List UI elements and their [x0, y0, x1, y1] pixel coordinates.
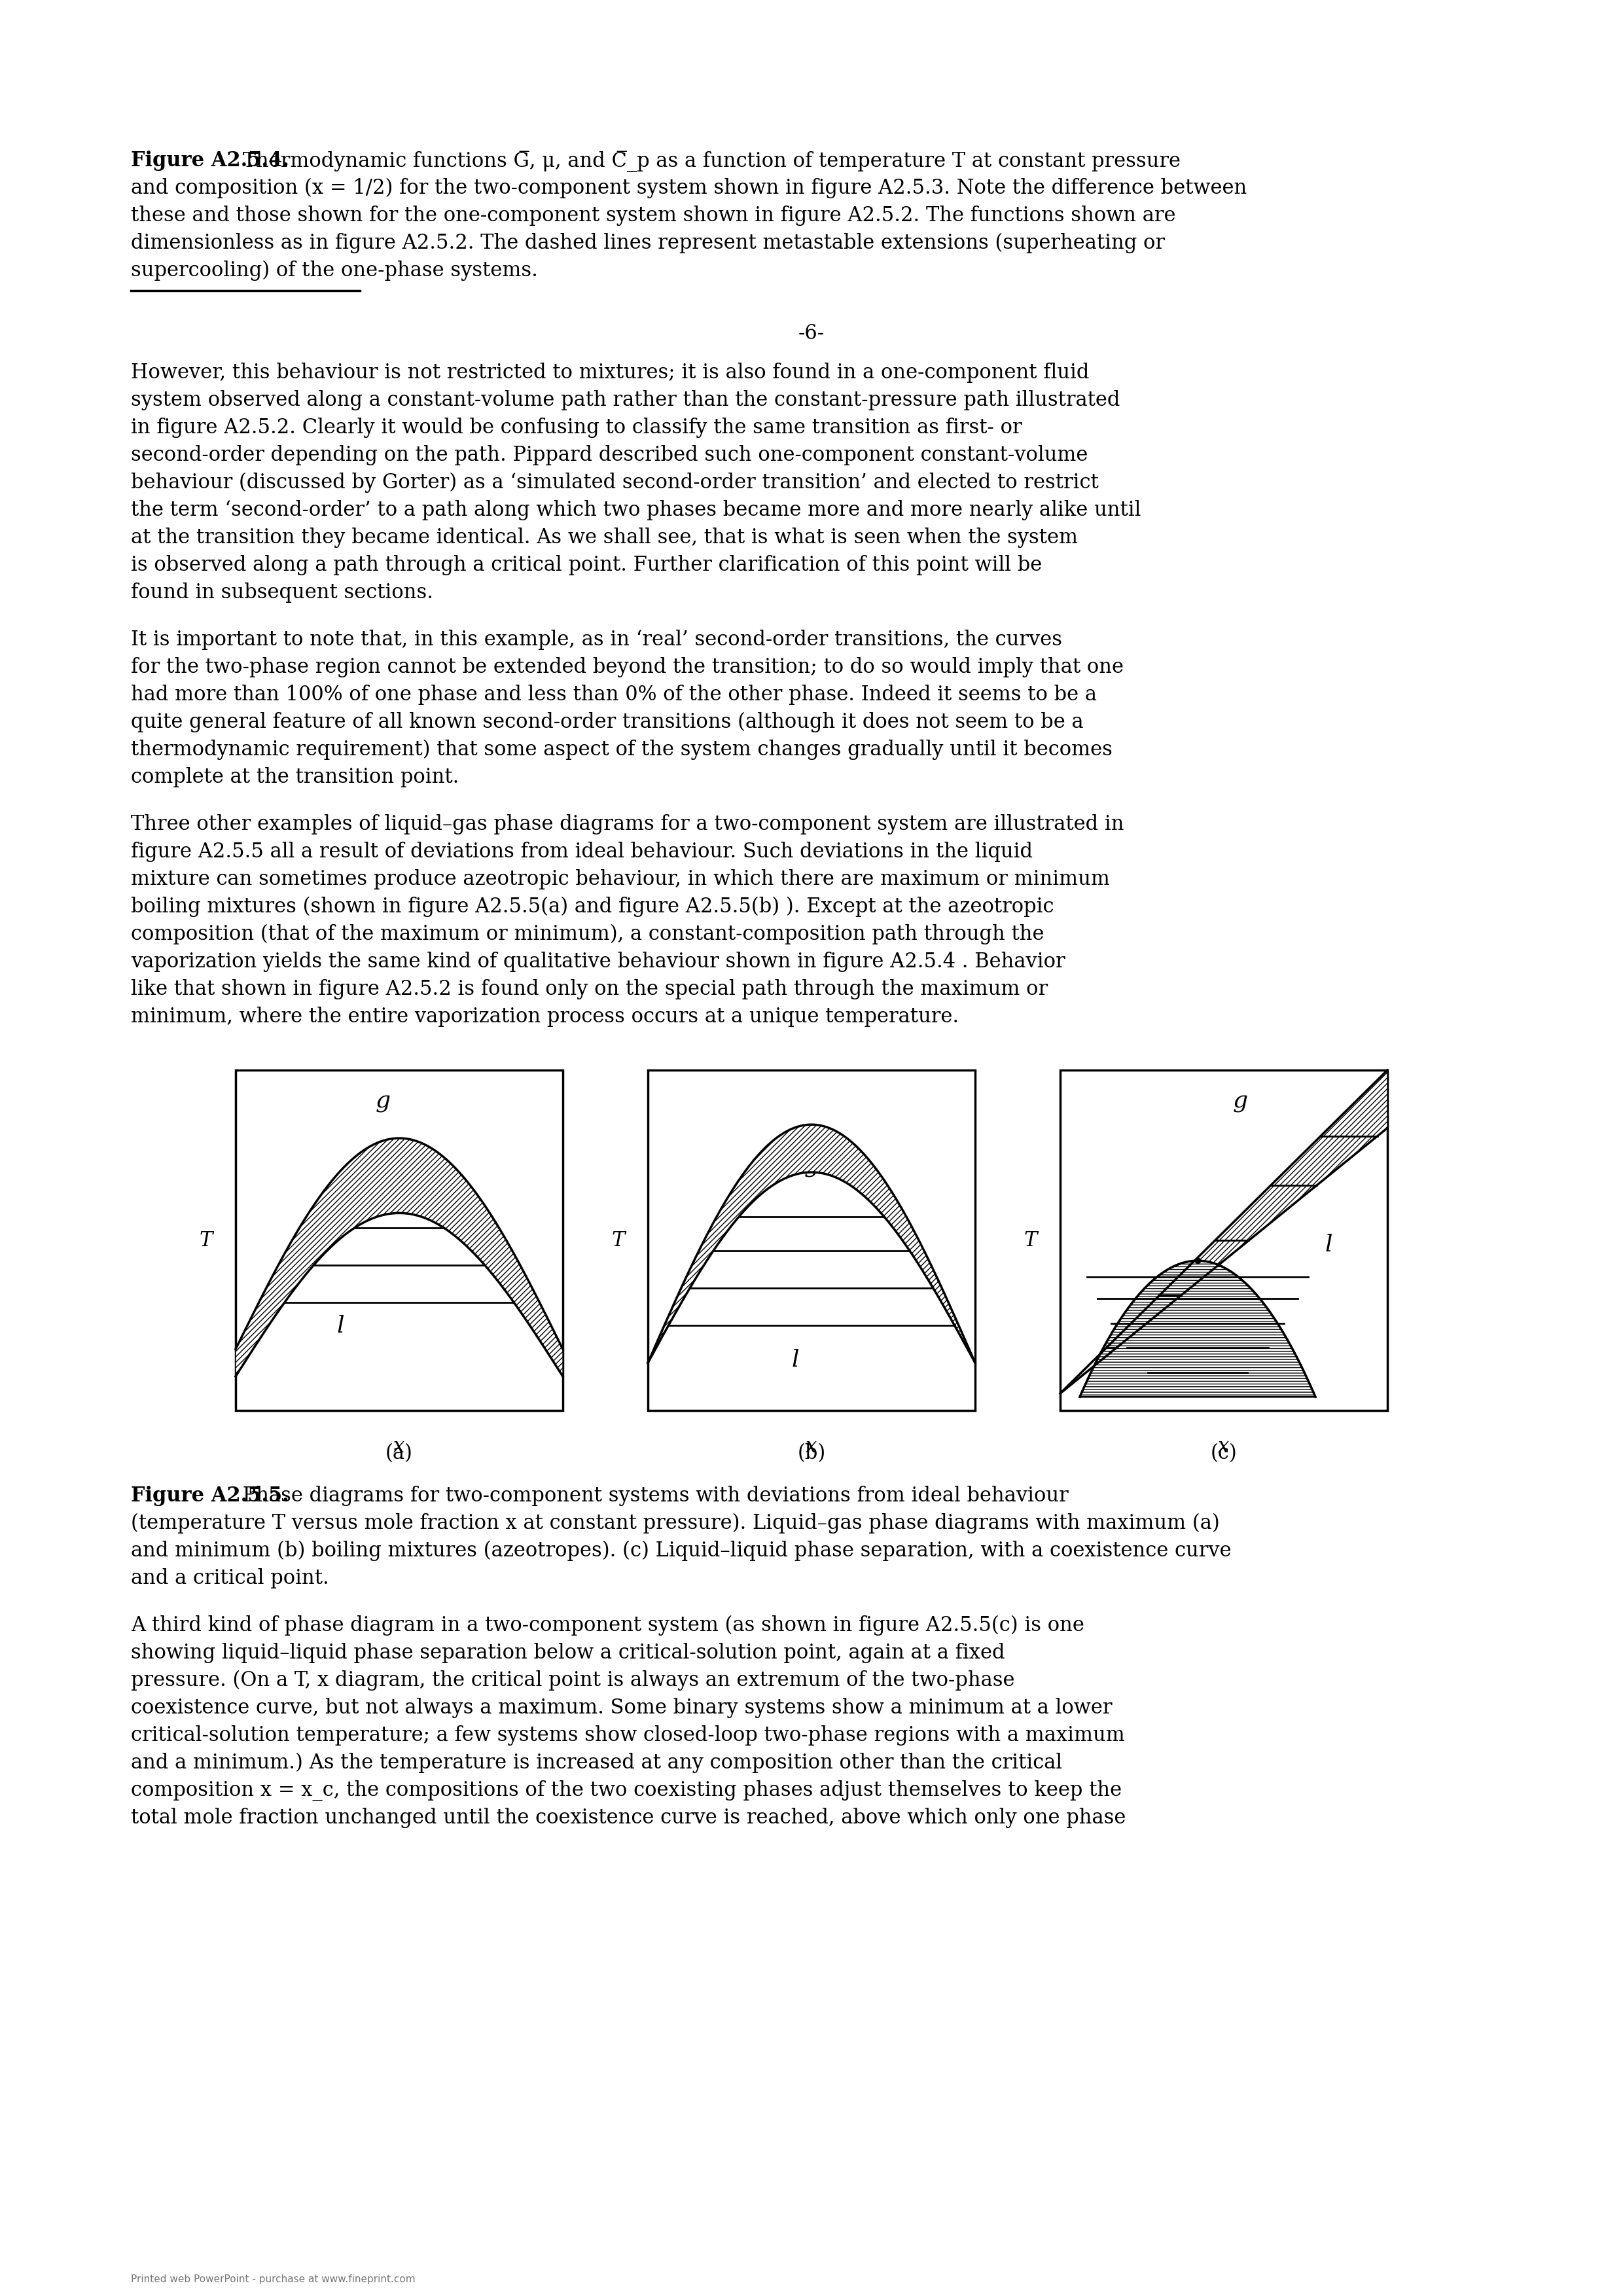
Text: and minimum (b) boiling mixtures (azeotropes). (c) Liquid–liquid phase separatio: and minimum (b) boiling mixtures (azeotr… — [131, 1541, 1232, 1561]
Text: x: x — [807, 1437, 816, 1458]
Polygon shape — [648, 1125, 975, 1364]
Text: x: x — [393, 1437, 404, 1458]
Text: quite general feature of all known second-order transitions (although it does no: quite general feature of all known secon… — [131, 712, 1084, 732]
Text: and a minimum.) As the temperature is increased at any composition other than th: and a minimum.) As the temperature is in… — [131, 1752, 1061, 1773]
Text: these and those shown for the one-component system shown in figure A2.5.2. The f: these and those shown for the one-compon… — [131, 207, 1175, 225]
Bar — [235, 1070, 563, 1410]
Text: A third kind of phase diagram in a two-component system (as shown in figure A2.5: A third kind of phase diagram in a two-c… — [131, 1616, 1084, 1635]
Text: It is important to note that, in this example, as in ‘real’ second-order transit: It is important to note that, in this ex… — [131, 629, 1061, 650]
Text: dimensionless as in figure A2.5.2. The dashed lines represent metastable extensi: dimensionless as in figure A2.5.2. The d… — [131, 232, 1165, 253]
Text: is observed along a path through a critical point. Further clarification of this: is observed along a path through a criti… — [131, 556, 1042, 576]
Text: g: g — [375, 1091, 391, 1114]
Text: at the transition they became identical. As we shall see, that is what is seen w: at the transition they became identical.… — [131, 528, 1078, 549]
Text: the term ‘second-order’ to a path along which two phases became more and more ne: the term ‘second-order’ to a path along … — [131, 501, 1141, 521]
Text: and a critical point.: and a critical point. — [131, 1568, 329, 1589]
Text: Figure A2.5.5.: Figure A2.5.5. — [131, 1486, 289, 1506]
Text: l: l — [1324, 1233, 1332, 1256]
Text: second-order depending on the path. Pippard described such one-component constan: second-order depending on the path. Pipp… — [131, 445, 1087, 466]
Text: Printed web PowerPoint - purchase at www.fineprint.com: Printed web PowerPoint - purchase at www… — [131, 2275, 415, 2285]
Text: pressure. (On a T, x diagram, the critical point is always an extremum of the tw: pressure. (On a T, x diagram, the critic… — [131, 1669, 1014, 1690]
Text: boiling mixtures (shown in figure A2.5.5(a) and figure A2.5.5(b) ). Except at th: boiling mixtures (shown in figure A2.5.5… — [131, 898, 1053, 916]
Text: (c): (c) — [1211, 1444, 1237, 1463]
Text: complete at the transition point.: complete at the transition point. — [131, 767, 459, 788]
Text: g: g — [1232, 1091, 1248, 1114]
Text: critical-solution temperature; a few systems show closed-loop two-phase regions : critical-solution temperature; a few sys… — [131, 1724, 1125, 1745]
Text: (a): (a) — [386, 1444, 412, 1463]
Text: coexistence curve, but not always a maximum. Some binary systems show a minimum : coexistence curve, but not always a maxi… — [131, 1697, 1112, 1717]
Text: supercooling) of the one-phase systems.: supercooling) of the one-phase systems. — [131, 259, 537, 280]
Text: Figure A2.5.4.: Figure A2.5.4. — [131, 152, 289, 170]
Text: Three other examples of liquid–gas phase diagrams for a two-component system are: Three other examples of liquid–gas phase… — [131, 815, 1125, 833]
Text: T: T — [200, 1231, 213, 1251]
Text: figure A2.5.5 all a result of deviations from ideal behaviour. Such deviations i: figure A2.5.5 all a result of deviations… — [131, 843, 1032, 861]
Text: x: x — [1219, 1437, 1230, 1458]
Text: Phase diagrams for two-component systems with deviations from ideal behaviour: Phase diagrams for two-component systems… — [237, 1486, 1068, 1506]
Text: for the two-phase region cannot be extended beyond the transition; to do so woul: for the two-phase region cannot be exten… — [131, 657, 1123, 677]
Text: showing liquid–liquid phase separation below a critical-solution point, again at: showing liquid–liquid phase separation b… — [131, 1644, 1005, 1662]
Text: in figure A2.5.2. Clearly it would be confusing to classify the same transition : in figure A2.5.2. Clearly it would be co… — [131, 418, 1022, 439]
Text: vaporization yields the same kind of qualitative behaviour shown in figure A2.5.: vaporization yields the same kind of qua… — [131, 951, 1065, 971]
Text: composition (that of the maximum or minimum), a constant-composition path throug: composition (that of the maximum or mini… — [131, 925, 1044, 944]
Text: T: T — [1024, 1231, 1037, 1251]
Polygon shape — [1060, 1070, 1388, 1394]
Text: and composition (x = 1/2) for the two-component system shown in figure A2.5.3. N: and composition (x = 1/2) for the two-co… — [131, 179, 1246, 197]
Text: system observed along a constant-volume path rather than the constant-pressure p: system observed along a constant-volume … — [131, 390, 1120, 411]
Text: (b): (b) — [797, 1444, 826, 1463]
Text: minimum, where the entire vaporization process occurs at a unique temperature.: minimum, where the entire vaporization p… — [131, 1006, 959, 1026]
Bar — [648, 1070, 975, 1410]
Text: total mole fraction unchanged until the coexistence curve is reached, above whic: total mole fraction unchanged until the … — [131, 1807, 1126, 1828]
Text: T: T — [612, 1231, 625, 1251]
Text: However, this behaviour is not restricted to mixtures; it is also found in a one: However, this behaviour is not restricte… — [131, 363, 1089, 383]
Polygon shape — [1079, 1261, 1315, 1396]
Text: thermodynamic requirement) that some aspect of the system changes gradually unti: thermodynamic requirement) that some asp… — [131, 739, 1112, 760]
Text: (temperature T versus mole fraction x at constant pressure). Liquid–gas phase di: (temperature T versus mole fraction x at… — [131, 1513, 1220, 1534]
Text: mixture can sometimes produce azeotropic behaviour, in which there are maximum o: mixture can sometimes produce azeotropic… — [131, 870, 1110, 889]
Text: found in subsequent sections.: found in subsequent sections. — [131, 583, 433, 604]
Text: like that shown in figure A2.5.2 is found only on the special path through the m: like that shown in figure A2.5.2 is foun… — [131, 978, 1048, 999]
Text: had more than 100% of one phase and less than 0% of the other phase. Indeed it s: had more than 100% of one phase and less… — [131, 684, 1097, 705]
Text: behaviour (discussed by Gorter) as a ‘simulated second-order transition’ and ele: behaviour (discussed by Gorter) as a ‘si… — [131, 473, 1099, 494]
Bar — [1060, 1070, 1388, 1410]
Text: l: l — [336, 1316, 344, 1336]
Text: g: g — [803, 1155, 820, 1178]
Text: -6-: -6- — [799, 324, 824, 344]
Text: l: l — [792, 1350, 799, 1371]
Polygon shape — [235, 1139, 563, 1375]
Text: Thermodynamic functions G̅, μ, and C̅_p as a function of temperature T at consta: Thermodynamic functions G̅, μ, and C̅_p … — [237, 152, 1180, 172]
Text: composition x = x_c, the compositions of the two coexisting phases adjust themse: composition x = x_c, the compositions of… — [131, 1779, 1121, 1800]
